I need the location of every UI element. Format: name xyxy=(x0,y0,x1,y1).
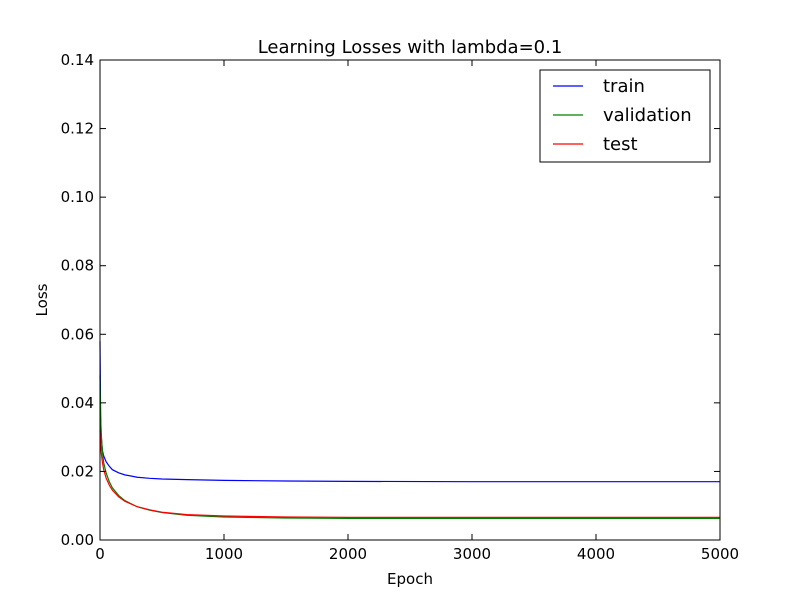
x-tick-label: 4000 xyxy=(577,545,615,563)
legend-label-test: test xyxy=(603,134,638,155)
x-tick-label: 3000 xyxy=(453,545,491,563)
chart-title: Learning Losses with lambda=0.1 xyxy=(258,37,563,58)
y-tick-label: 0.02 xyxy=(61,462,94,480)
series-layer xyxy=(99,341,720,520)
y-tick-label: 0.06 xyxy=(61,325,94,343)
ticks-layer: 0 1000 2000 3000 4000 5000 0.00 0.02 0.04 0.06 0.0… xyxy=(61,51,740,563)
y-tick-label: 0.10 xyxy=(61,188,94,206)
x-axis-label: Epoch xyxy=(387,570,433,588)
legend: train validation test xyxy=(539,69,711,163)
y-tick-label: 0.14 xyxy=(61,51,94,69)
y-axis-label: Loss xyxy=(33,283,51,316)
series-line-validation xyxy=(99,375,720,520)
y-tick-label: 0.12 xyxy=(61,120,94,138)
x-tick-label: 0 xyxy=(95,545,105,563)
y-tick-label: 0.08 xyxy=(61,257,94,275)
series-line-train xyxy=(99,341,720,483)
legend-label-validation: validation xyxy=(603,105,692,126)
x-tick-label: 5000 xyxy=(701,545,739,563)
series-line-test xyxy=(99,430,720,518)
legend-label-train: train xyxy=(603,76,645,97)
plot-frame xyxy=(99,59,721,541)
x-tick-label: 2000 xyxy=(329,545,367,563)
plot-area: 0 1000 2000 3000 4000 5000 0.00 0.02 0.04 0.06 0.0… xyxy=(61,51,740,563)
y-tick-label: 0.04 xyxy=(61,394,94,412)
x-tick-label: 1000 xyxy=(205,545,243,563)
legend-frame xyxy=(539,69,711,163)
y-tick-label: 0.00 xyxy=(61,531,94,549)
